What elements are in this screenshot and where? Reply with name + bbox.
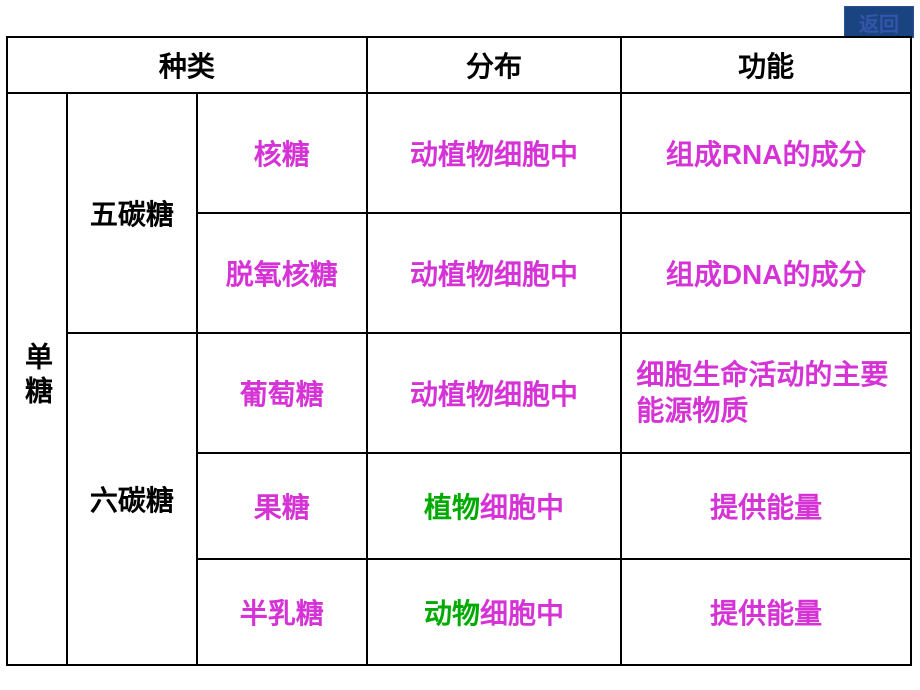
category-label: 单糖 (17, 342, 57, 410)
header-type: 种类 (7, 37, 367, 93)
subcategory-cell: 五碳糖 (67, 93, 197, 333)
distribution-cell: 植物细胞中 (367, 453, 622, 559)
sugar-classification-table: 种类 分布 功能 单糖 五碳糖 核糖 动植物细胞中 组成RNA的成分 脱氧核糖 … (6, 36, 912, 666)
dist-suffix: 细胞中 (480, 492, 564, 523)
header-distribution: 分布 (367, 37, 622, 93)
sugar-name-cell: 果糖 (197, 453, 367, 559)
function-cell: 组成DNA的成分 (621, 213, 911, 333)
dist-prefix: 植物 (424, 492, 480, 523)
category-cell: 单糖 (7, 93, 67, 665)
sugar-name-cell: 葡萄糖 (197, 333, 367, 453)
sugar-name-cell: 核糖 (197, 93, 367, 213)
table-header-row: 种类 分布 功能 (7, 37, 911, 93)
subcategory-cell: 六碳糖 (67, 333, 197, 665)
dist-suffix: 细胞中 (480, 598, 564, 629)
function-cell: 提供能量 (621, 559, 911, 665)
function-cell: 提供能量 (621, 453, 911, 559)
table-row: 六碳糖 葡萄糖 动植物细胞中 细胞生命活动的主要能源物质 (7, 333, 911, 453)
distribution-cell: 动植物细胞中 (367, 333, 622, 453)
distribution-cell: 动植物细胞中 (367, 93, 622, 213)
distribution-cell: 动物细胞中 (367, 559, 622, 665)
header-function: 功能 (621, 37, 911, 93)
sugar-name-cell: 脱氧核糖 (197, 213, 367, 333)
function-cell: 组成RNA的成分 (621, 93, 911, 213)
sugar-name-cell: 半乳糖 (197, 559, 367, 665)
return-button[interactable]: 返回 (844, 6, 914, 38)
distribution-cell: 动植物细胞中 (367, 213, 622, 333)
table-row: 单糖 五碳糖 核糖 动植物细胞中 组成RNA的成分 (7, 93, 911, 213)
dist-prefix: 动物 (424, 598, 480, 629)
function-cell: 细胞生命活动的主要能源物质 (621, 333, 911, 453)
